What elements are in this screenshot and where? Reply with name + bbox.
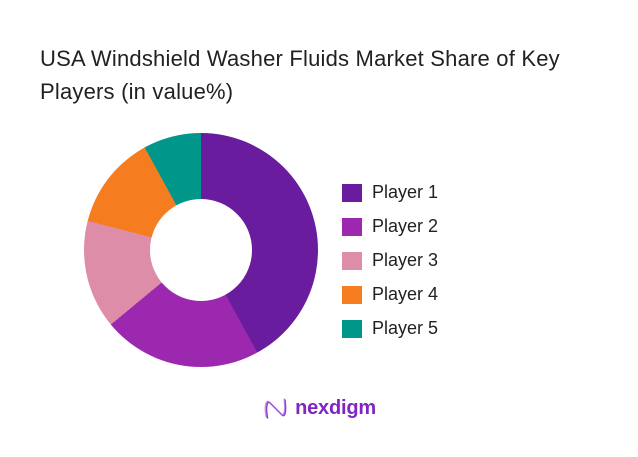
legend-item-4: Player 4 xyxy=(342,284,438,305)
legend-item-3: Player 3 xyxy=(342,250,438,271)
brand-logo: nexdigm xyxy=(262,394,376,422)
legend-swatch-icon xyxy=(342,183,362,202)
legend-item-1: Player 1 xyxy=(342,182,438,203)
legend-item-2: Player 2 xyxy=(342,216,438,237)
brand-logo-text: nexdigm xyxy=(295,396,376,419)
legend-label: Player 1 xyxy=(372,182,439,202)
legend-label: Player 3 xyxy=(372,250,439,270)
legend-swatch-icon xyxy=(342,285,362,304)
legend-item-5: Player 5 xyxy=(342,318,438,339)
chart-title: USA Windshield Washer Fluids Market Shar… xyxy=(40,46,560,104)
legend-label: Player 2 xyxy=(372,216,439,236)
legend-label: Player 4 xyxy=(372,284,439,304)
legend-swatch-icon xyxy=(342,217,362,236)
donut-chart xyxy=(84,133,318,367)
nexdigm-n-wave-icon xyxy=(264,398,287,419)
chart-legend: Player 1 Player 2 Player 3 Player 4 Player 5 xyxy=(342,182,438,339)
donut-hole xyxy=(150,199,252,301)
legend-swatch-icon xyxy=(342,251,362,270)
legend-label: Player 5 xyxy=(372,318,439,338)
legend-swatch-icon xyxy=(342,319,362,338)
